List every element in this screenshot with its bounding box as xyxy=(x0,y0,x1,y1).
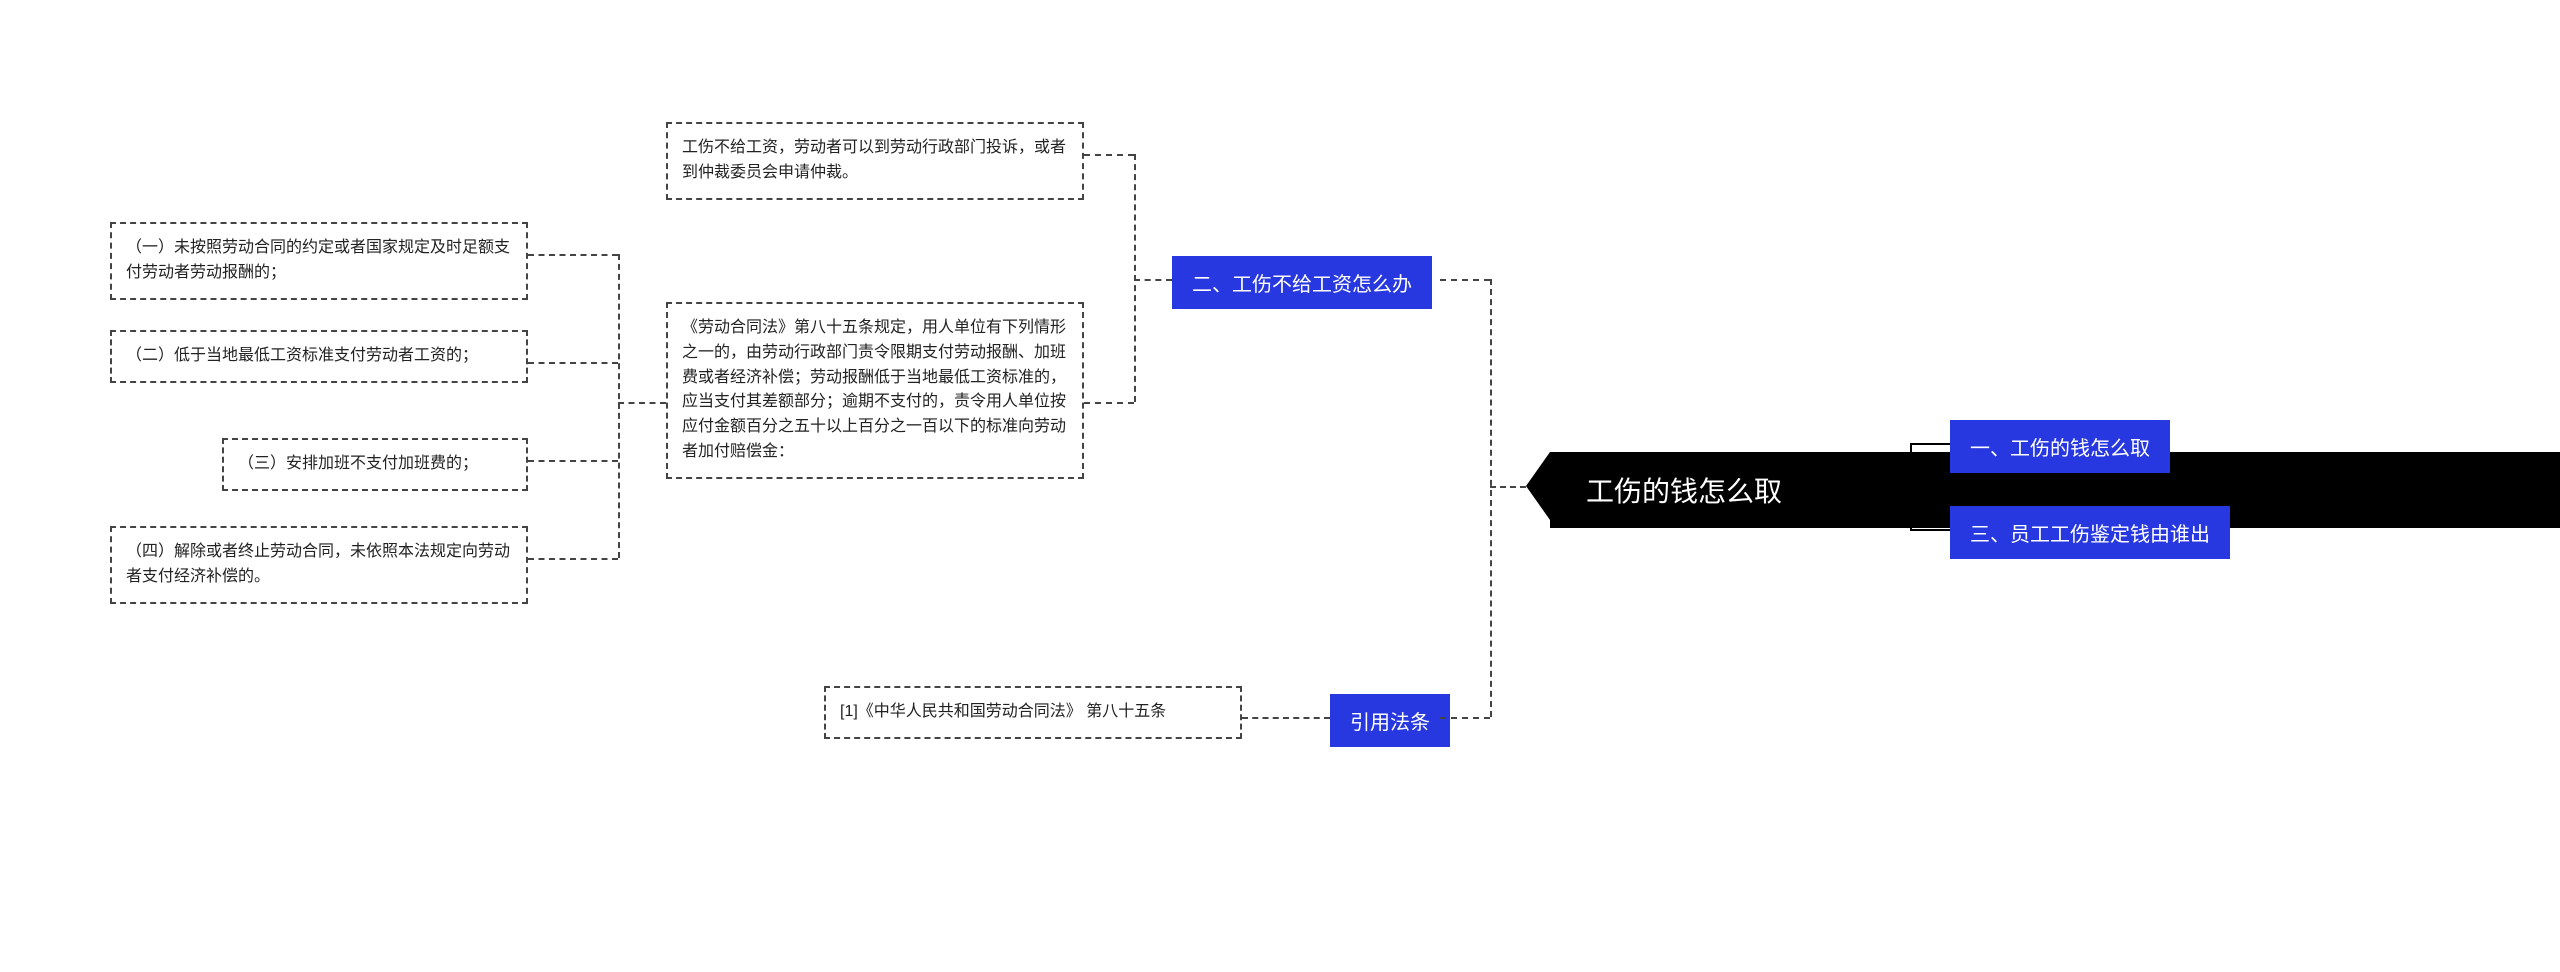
conn-law-vbar xyxy=(618,254,620,558)
left1-child-1: 工伤不给工资，劳动者可以到劳动行政部门投诉，或者到仲裁委员会申请仲裁。 xyxy=(666,122,1084,200)
conn-b2-c1 xyxy=(1242,717,1330,719)
conn-root-right-vbar xyxy=(1910,443,1912,529)
left1-child-2-sub-3: （三）安排加班不支付加班费的； xyxy=(222,438,528,491)
left2-child-1: [1]《中华人民共和国劳动合同法》 第八十五条 xyxy=(824,686,1242,739)
conn-left-branch-1 xyxy=(1440,279,1490,281)
conn-law-s2 xyxy=(528,362,618,364)
left1-child-2-sub-2: （二）低于当地最低工资标准支付劳动者工资的； xyxy=(110,330,528,383)
conn-b1-c1 xyxy=(1084,154,1134,156)
conn-b1-c2 xyxy=(1084,402,1134,404)
branch-left-1-label: 二、工伤不给工资怎么办 xyxy=(1192,274,1412,296)
root-label: 工伤的钱怎么取 xyxy=(1586,476,1782,507)
branch-left-2: 引用法条 xyxy=(1330,694,1450,747)
branch-right-1: 一、工伤的钱怎么取 xyxy=(1950,420,2170,473)
conn-root-left-trunk xyxy=(1490,486,1526,488)
conn-law-s4 xyxy=(528,558,618,560)
left1-child-2-sub-4-text: （四）解除或者终止劳动合同，未依照本法规定向劳动者支付经济补偿的。 xyxy=(126,543,510,585)
left1-child-2: 《劳动合同法》第八十五条规定，用人单位有下列情形之一的，由劳动行政部门责令限期支… xyxy=(666,302,1084,479)
conn-root-right-1 xyxy=(1910,443,1950,445)
left1-child-2-sub-4: （四）解除或者终止劳动合同，未依照本法规定向劳动者支付经济补偿的。 xyxy=(110,526,528,604)
conn-left-branch-2 xyxy=(1440,717,1490,719)
left1-child-2-sub-3-text: （三）安排加班不支付加班费的； xyxy=(238,455,478,472)
branch-left-1: 二、工伤不给工资怎么办 xyxy=(1172,256,1432,309)
conn-root-right-trunk xyxy=(1874,486,1910,488)
branch-right-2-label: 三、员工工伤鉴定钱由谁出 xyxy=(1970,524,2210,546)
left1-child-2-sub-1: （一）未按照劳动合同的约定或者国家规定及时足额支付劳动者劳动报酬的； xyxy=(110,222,528,300)
left1-child-2-text: 《劳动合同法》第八十五条规定，用人单位有下列情形之一的，由劳动行政部门责令限期支… xyxy=(682,319,1066,460)
left1-child-1-text: 工伤不给工资，劳动者可以到劳动行政部门投诉，或者到仲裁委员会申请仲裁。 xyxy=(682,139,1066,181)
left2-child-1-text: [1]《中华人民共和国劳动合同法》 第八十五条 xyxy=(840,703,1166,720)
conn-law-s3 xyxy=(528,460,618,462)
branch-right-2: 三、员工工伤鉴定钱由谁出 xyxy=(1950,506,2230,559)
branch-right-1-label: 一、工伤的钱怎么取 xyxy=(1970,438,2150,460)
branch-left-2-label: 引用法条 xyxy=(1350,712,1430,734)
conn-root-left-vbar xyxy=(1490,279,1492,717)
conn-b1-trunk xyxy=(1134,279,1172,281)
conn-law-trunk xyxy=(618,402,666,404)
left1-child-2-sub-2-text: （二）低于当地最低工资标准支付劳动者工资的； xyxy=(126,347,478,364)
conn-root-right-2 xyxy=(1910,529,1950,531)
left1-child-2-sub-1-text: （一）未按照劳动合同的约定或者国家规定及时足额支付劳动者劳动报酬的； xyxy=(126,239,510,281)
conn-law-s1 xyxy=(528,254,618,256)
conn-b1-vbar xyxy=(1134,154,1136,402)
